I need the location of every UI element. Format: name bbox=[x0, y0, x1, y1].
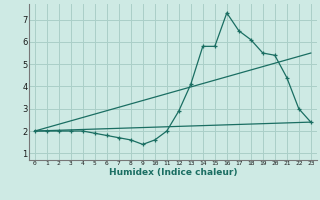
X-axis label: Humidex (Indice chaleur): Humidex (Indice chaleur) bbox=[108, 168, 237, 177]
